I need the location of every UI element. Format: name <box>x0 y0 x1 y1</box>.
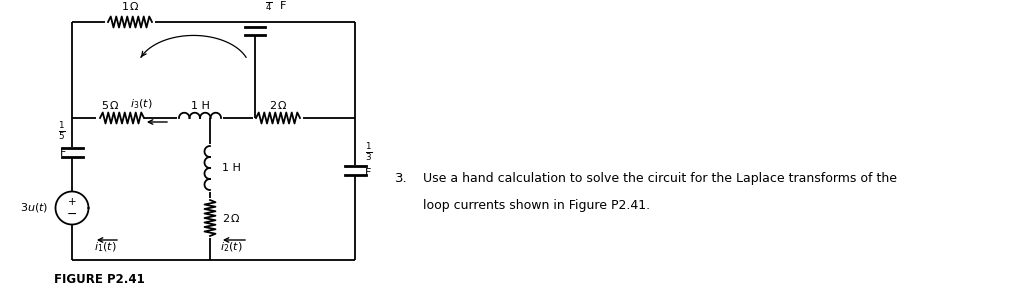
Text: $\frac{1}{4}$: $\frac{1}{4}$ <box>265 0 272 13</box>
Text: $i_3(t)$: $i_3(t)$ <box>130 97 153 111</box>
Text: $3u(t)$: $3u(t)$ <box>19 202 48 215</box>
Text: 1 H: 1 H <box>222 163 241 173</box>
Text: F: F <box>280 1 287 11</box>
Text: +: + <box>68 197 77 207</box>
Text: −: − <box>67 208 77 221</box>
Text: $\frac{1}{5}$: $\frac{1}{5}$ <box>58 120 66 142</box>
Text: 1 H: 1 H <box>190 101 210 111</box>
Text: F: F <box>59 148 66 158</box>
Text: $\frac{1}{3}$: $\frac{1}{3}$ <box>365 141 373 163</box>
Text: Use a hand calculation to solve the circuit for the Laplace transforms of the: Use a hand calculation to solve the circ… <box>423 172 897 185</box>
Text: 3.: 3. <box>395 172 408 185</box>
Text: 2$\,\Omega$: 2$\,\Omega$ <box>268 99 288 111</box>
Text: 1$\,\Omega$: 1$\,\Omega$ <box>121 0 139 12</box>
Text: loop currents shown in Figure P2.41.: loop currents shown in Figure P2.41. <box>423 199 650 212</box>
Text: $i_1(t)$: $i_1(t)$ <box>94 240 117 254</box>
Text: 5$\,\Omega$: 5$\,\Omega$ <box>101 99 120 111</box>
Text: F: F <box>365 168 372 178</box>
Text: $i_2(t)$: $i_2(t)$ <box>220 240 243 254</box>
Text: 2$\,\Omega$: 2$\,\Omega$ <box>222 212 241 224</box>
Text: FIGURE P2.41: FIGURE P2.41 <box>54 273 144 286</box>
